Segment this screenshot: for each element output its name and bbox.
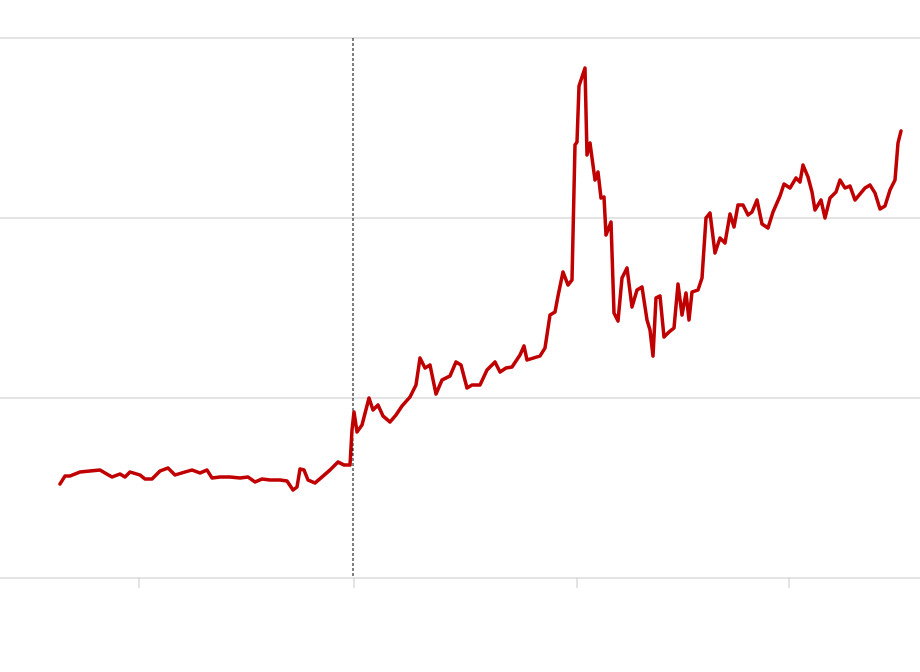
line-series	[58, 66, 903, 492]
